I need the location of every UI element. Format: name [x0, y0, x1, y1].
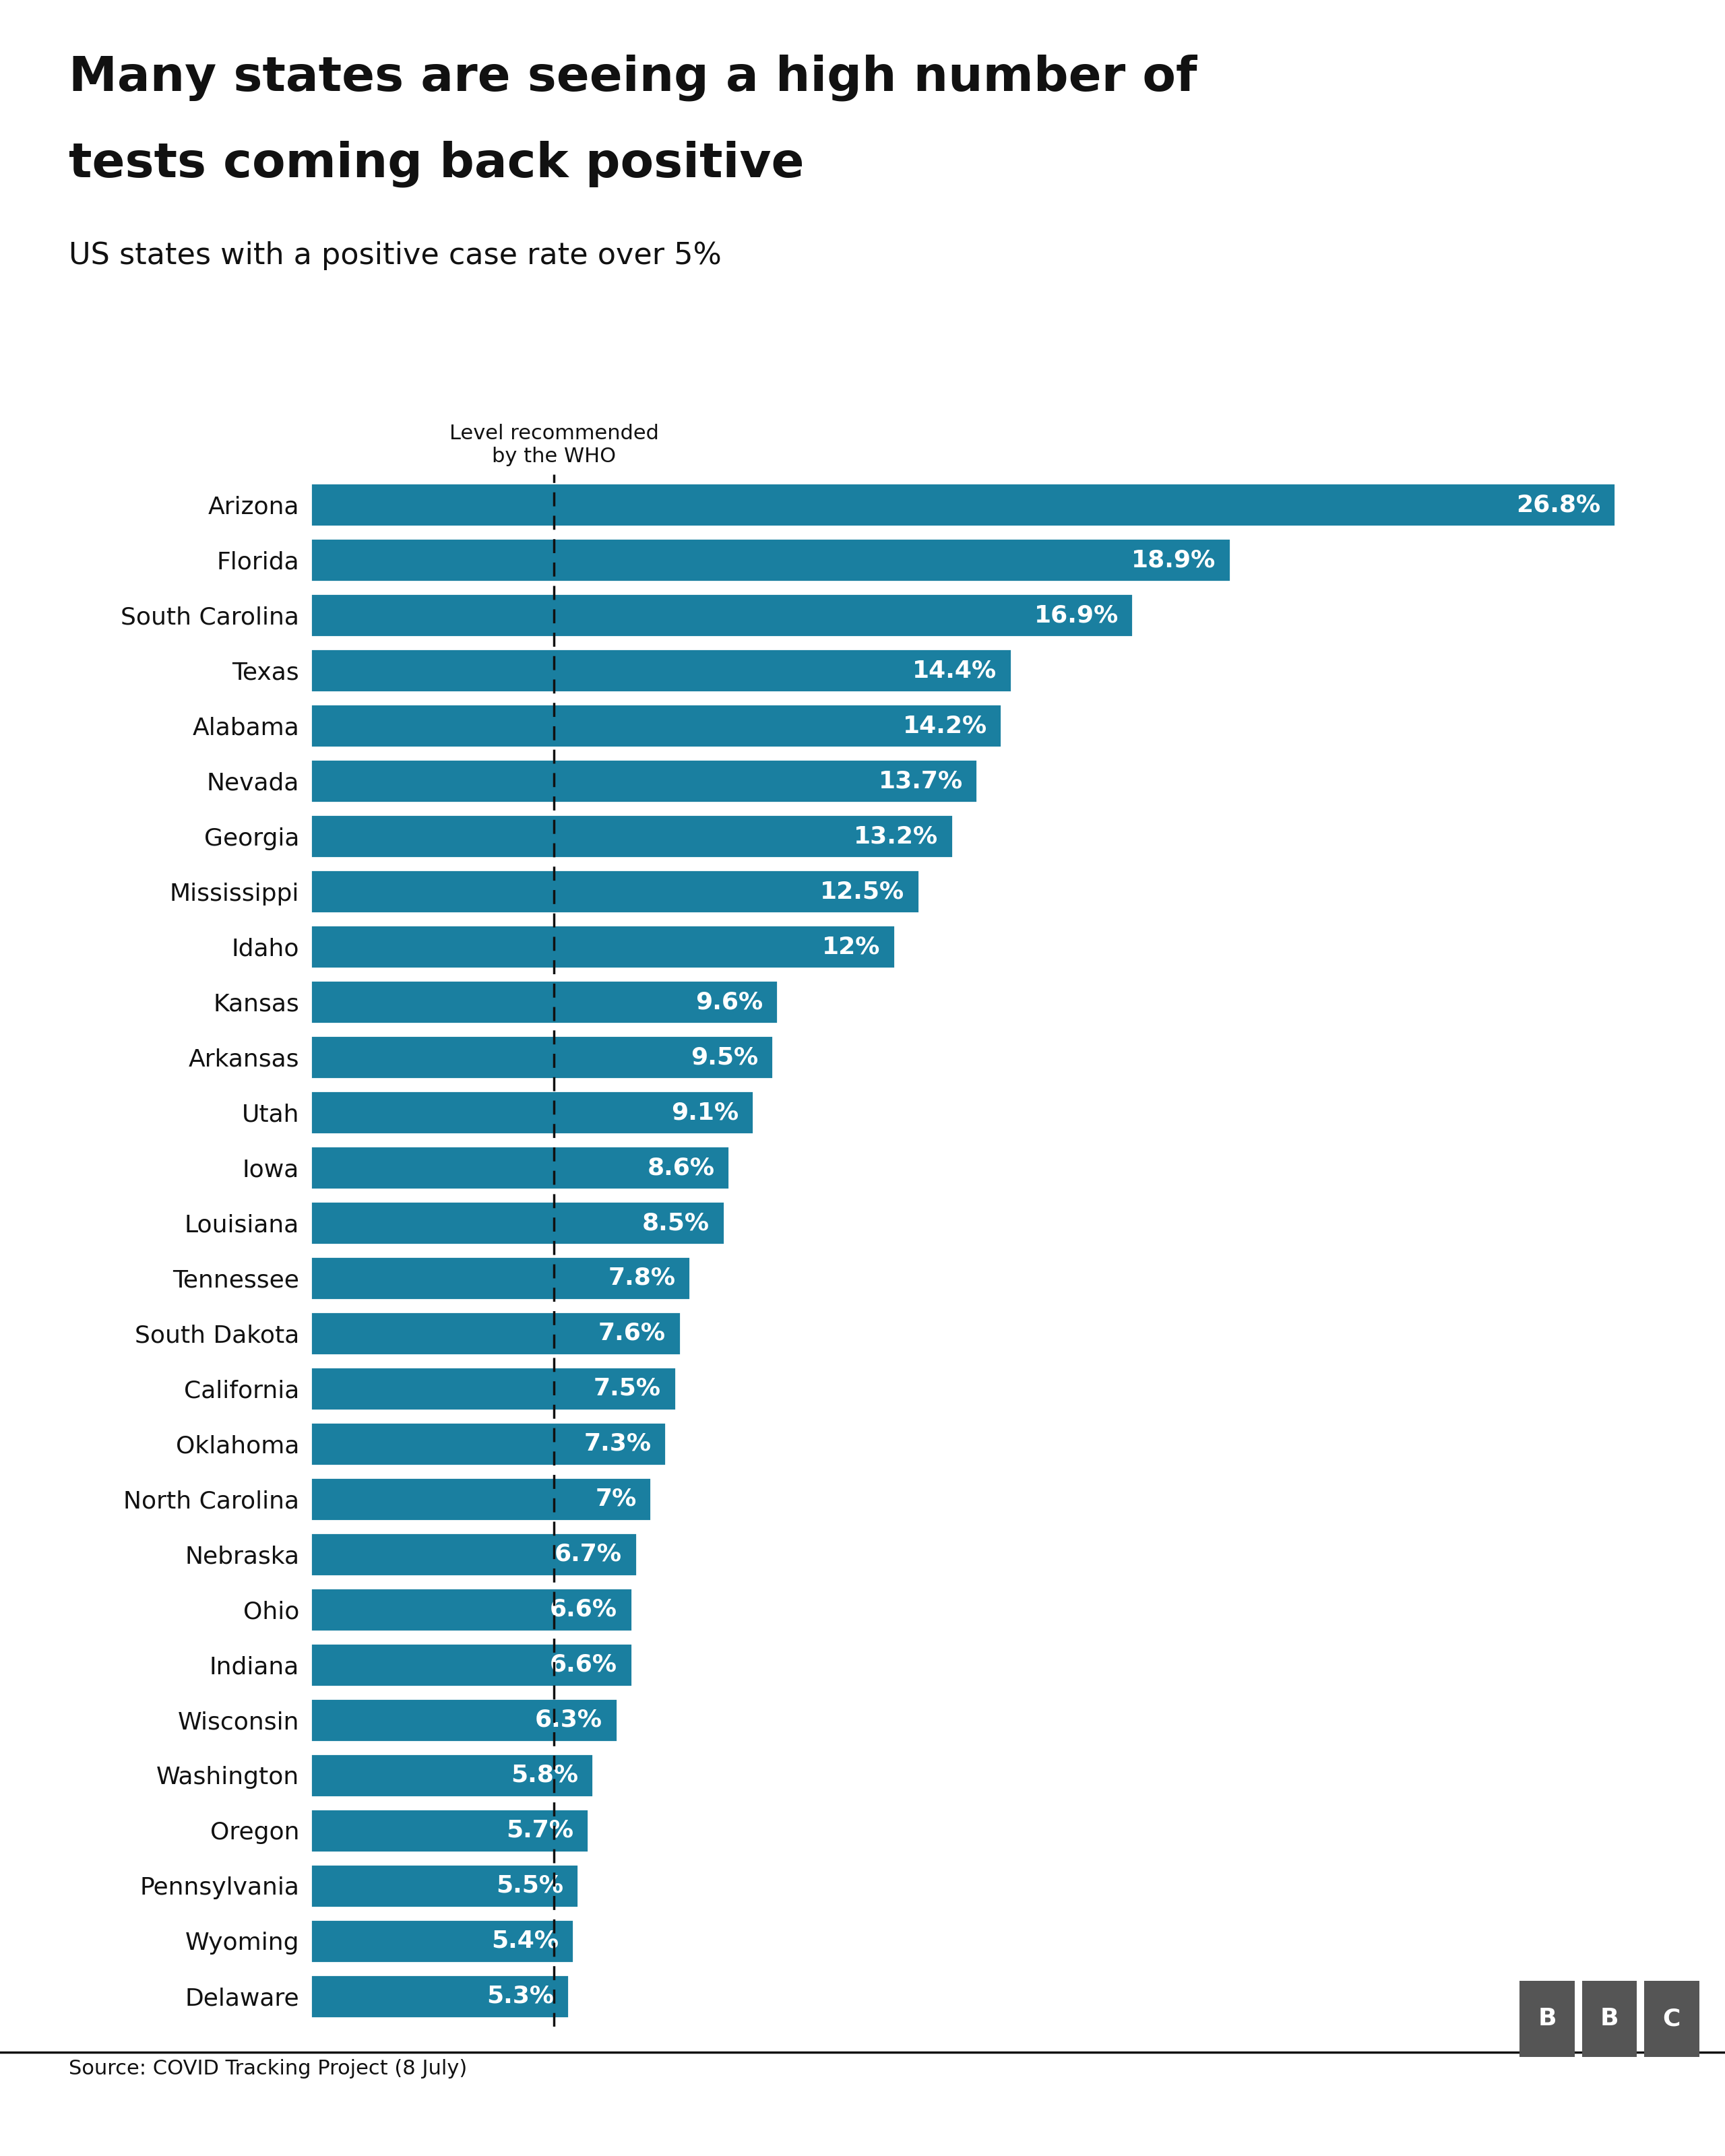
- Text: 16.9%: 16.9%: [1033, 604, 1118, 627]
- Text: tests coming back positive: tests coming back positive: [69, 140, 804, 188]
- Bar: [310, 1809, 588, 1852]
- Text: US states with a positive case rate over 5%: US states with a positive case rate over…: [69, 241, 721, 270]
- Text: 5.5%: 5.5%: [497, 1874, 564, 1897]
- Text: 7.5%: 7.5%: [593, 1378, 661, 1399]
- Bar: [310, 869, 919, 912]
- Bar: [310, 1975, 569, 2018]
- Text: 26.8%: 26.8%: [1516, 494, 1601, 515]
- Text: 6.6%: 6.6%: [550, 1598, 618, 1621]
- Bar: [310, 1035, 773, 1078]
- Bar: [310, 593, 1133, 636]
- Bar: [310, 1423, 666, 1466]
- Text: 7.6%: 7.6%: [599, 1322, 666, 1345]
- Bar: [310, 1311, 680, 1354]
- Text: Level recommended
by the WHO: Level recommended by the WHO: [448, 425, 659, 466]
- Bar: [310, 1257, 690, 1300]
- Text: 5.8%: 5.8%: [511, 1764, 578, 1787]
- Bar: [310, 1753, 593, 1796]
- Bar: [310, 1533, 637, 1576]
- Text: 7%: 7%: [595, 1488, 637, 1511]
- Bar: [310, 1147, 730, 1190]
- Text: 7.8%: 7.8%: [609, 1266, 676, 1289]
- Bar: [310, 925, 895, 968]
- Text: B: B: [1601, 2007, 1618, 2031]
- Text: 5.4%: 5.4%: [492, 1930, 559, 1953]
- Text: Many states are seeing a high number of: Many states are seeing a high number of: [69, 54, 1197, 101]
- Text: 9.5%: 9.5%: [690, 1046, 759, 1069]
- Bar: [310, 1477, 650, 1520]
- Bar: [310, 981, 778, 1024]
- Text: C: C: [1663, 2007, 1680, 2031]
- Bar: [310, 759, 978, 802]
- Text: 14.2%: 14.2%: [902, 714, 987, 737]
- Bar: [310, 1367, 676, 1410]
- Text: 13.7%: 13.7%: [878, 770, 963, 793]
- Text: 12.5%: 12.5%: [819, 880, 904, 903]
- Bar: [310, 1643, 631, 1686]
- Text: 13.2%: 13.2%: [854, 826, 938, 847]
- Bar: [310, 1865, 578, 1908]
- Bar: [310, 815, 952, 858]
- Text: Source: COVID Tracking Project (8 July): Source: COVID Tracking Project (8 July): [69, 2059, 467, 2078]
- Text: 14.4%: 14.4%: [913, 660, 997, 681]
- Bar: [310, 705, 1002, 748]
- Text: 12%: 12%: [821, 936, 880, 957]
- Bar: [310, 1919, 573, 1962]
- Text: 5.7%: 5.7%: [505, 1820, 573, 1841]
- Text: 8.5%: 8.5%: [642, 1212, 709, 1235]
- Text: 6.3%: 6.3%: [535, 1708, 602, 1731]
- Text: 7.3%: 7.3%: [583, 1432, 650, 1455]
- Bar: [310, 1201, 724, 1244]
- Text: 5.3%: 5.3%: [486, 1986, 554, 2007]
- Bar: [310, 1589, 631, 1632]
- Bar: [310, 539, 1230, 582]
- Bar: [310, 483, 1615, 526]
- Text: 18.9%: 18.9%: [1132, 548, 1216, 571]
- Text: 9.6%: 9.6%: [695, 990, 762, 1013]
- Text: 6.7%: 6.7%: [555, 1544, 623, 1565]
- Text: B: B: [1539, 2007, 1556, 2031]
- Bar: [310, 1091, 754, 1134]
- Text: 6.6%: 6.6%: [550, 1654, 618, 1675]
- Text: 8.6%: 8.6%: [647, 1156, 714, 1179]
- Bar: [310, 649, 1011, 692]
- Bar: [310, 1699, 618, 1742]
- Text: 9.1%: 9.1%: [671, 1102, 738, 1123]
